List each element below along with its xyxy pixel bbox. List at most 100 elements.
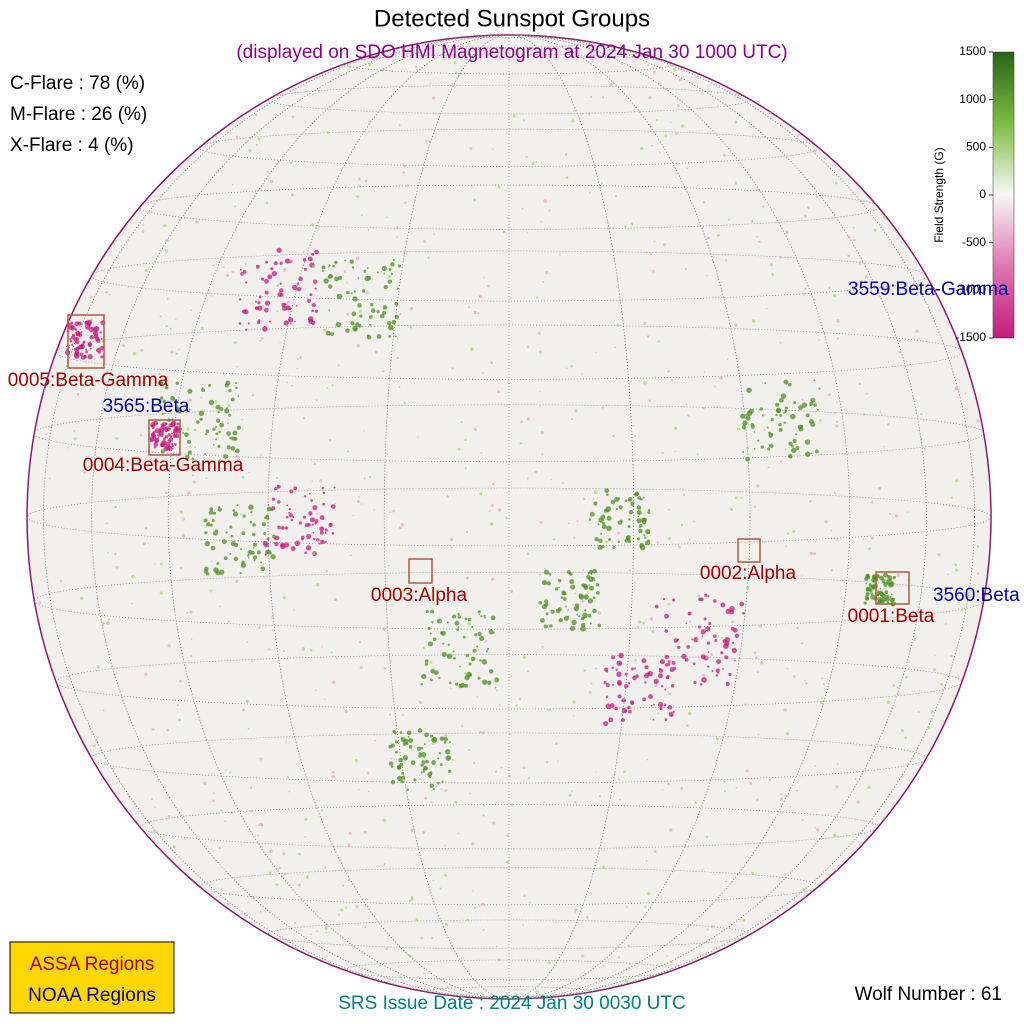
feature — [208, 399, 215, 406]
feature — [455, 71, 458, 75]
feature — [334, 503, 337, 505]
feature — [852, 226, 855, 229]
feature — [918, 338, 921, 340]
feature — [562, 482, 565, 484]
feature — [802, 888, 806, 892]
feature — [871, 585, 876, 590]
feature — [403, 201, 407, 204]
feature — [672, 666, 677, 671]
feature — [783, 708, 787, 712]
feature — [441, 780, 444, 783]
feature — [454, 800, 458, 804]
feature — [674, 450, 677, 453]
feature — [443, 736, 448, 742]
feature — [444, 844, 446, 847]
feature — [526, 232, 529, 234]
feature — [251, 660, 254, 663]
feature — [766, 426, 769, 429]
feature — [459, 665, 461, 668]
feature — [362, 283, 364, 285]
feature — [429, 783, 435, 789]
feature — [756, 798, 759, 801]
feature — [676, 638, 680, 641]
feature — [239, 513, 243, 516]
feature — [159, 396, 164, 400]
feature — [288, 513, 293, 518]
feature — [370, 126, 373, 128]
feature — [259, 910, 262, 913]
parallel — [267, 84, 751, 115]
feature — [601, 406, 604, 409]
colorbar-label: Field Strength (G) — [932, 147, 946, 242]
feature — [648, 96, 652, 100]
feature — [215, 570, 221, 576]
feature — [161, 412, 165, 415]
feature — [715, 737, 720, 741]
meridian — [43, 35, 975, 999]
region-box — [408, 558, 433, 584]
parallel — [139, 804, 879, 850]
feature — [476, 645, 479, 648]
feature — [410, 897, 414, 902]
feature — [294, 540, 301, 547]
feature — [667, 536, 671, 540]
feature — [325, 931, 328, 934]
feature — [176, 703, 179, 707]
feature — [881, 592, 884, 595]
feature — [275, 883, 279, 887]
feature — [235, 226, 237, 228]
feature — [140, 348, 144, 352]
feature — [276, 484, 281, 489]
feature — [758, 240, 761, 244]
feature — [887, 361, 890, 364]
feature — [310, 499, 313, 502]
feature — [166, 429, 169, 432]
feature — [350, 292, 353, 295]
feature — [728, 672, 732, 677]
feature — [809, 551, 814, 556]
feature — [620, 62, 624, 66]
feature — [254, 113, 258, 116]
feature — [487, 284, 491, 288]
feature — [497, 958, 501, 962]
feature — [402, 755, 409, 761]
feature — [457, 832, 460, 835]
feature — [355, 905, 359, 909]
feature — [437, 757, 440, 760]
feature — [398, 386, 401, 389]
feature — [624, 706, 628, 710]
parallel — [198, 867, 820, 906]
feature — [483, 614, 486, 618]
feature — [643, 534, 646, 537]
feature — [734, 633, 740, 639]
feature — [806, 205, 810, 209]
feature — [230, 397, 235, 402]
legend-box — [9, 941, 175, 1014]
feature — [360, 503, 363, 505]
feature — [712, 624, 715, 627]
feature — [508, 774, 511, 778]
feature — [488, 510, 491, 513]
feature — [598, 795, 602, 798]
feature — [432, 879, 435, 882]
feature — [821, 677, 823, 680]
feature — [405, 184, 408, 188]
feature — [655, 119, 659, 122]
feature — [716, 659, 722, 665]
feature — [216, 562, 220, 566]
feature — [863, 412, 866, 416]
feature — [240, 547, 243, 551]
feature — [796, 134, 800, 137]
feature — [477, 676, 481, 680]
region-label: 3565:Beta — [103, 396, 190, 417]
feature — [440, 631, 444, 635]
feature — [379, 313, 385, 319]
feature — [574, 908, 578, 912]
feature — [254, 306, 258, 310]
feature — [617, 694, 622, 699]
feature — [345, 328, 350, 333]
feature — [467, 622, 472, 626]
feature — [420, 763, 424, 767]
feature — [364, 925, 367, 928]
feature — [597, 611, 601, 615]
